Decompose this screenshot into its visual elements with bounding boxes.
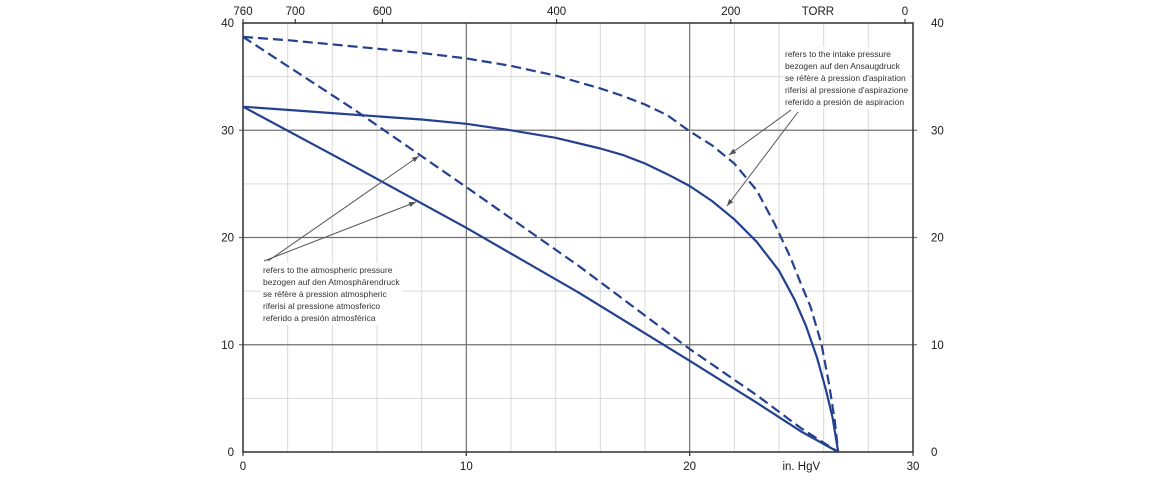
annotation-arrowhead [729, 148, 737, 155]
right-axis-tick-label: 40 [931, 18, 944, 30]
bottom-axis-tick-label: 10 [460, 461, 473, 473]
annotation-arrow-line [728, 109, 792, 156]
top-axis-tick-label: 400 [547, 6, 566, 18]
bottom-axis-tick-label: 30 [907, 461, 920, 473]
top-axis-tick-label: 0 [902, 6, 908, 18]
annotation-arrow-line [263, 201, 417, 262]
annotation-line: bezogen auf den Atmosphärendruck [263, 277, 400, 287]
annotation-line: refers to the atmospheric pressure [263, 265, 393, 275]
annotation-arrow-line [726, 111, 799, 207]
right-axis-tick-label: 0 [931, 447, 937, 459]
right-axis-tick-label: 30 [931, 125, 944, 137]
annotation-arrowhead [411, 156, 419, 163]
bottom-axis-tick-label: 0 [240, 461, 246, 473]
left-axis-tick-label: 0 [228, 447, 234, 459]
annotation-atmospheric-pressure: refers to the atmospheric pressure bezoge… [261, 263, 402, 325]
bottom-axis-tick-label: 20 [683, 461, 696, 473]
annotation-line: se réfère à pression atmospheric [263, 289, 387, 299]
right-axis-tick-label: 20 [931, 233, 944, 245]
top-axis-tick-label: 200 [721, 6, 740, 18]
annotation-line: se réfère à pression d'aspiration [785, 73, 906, 83]
top-axis-tick-label: 600 [373, 6, 392, 18]
annotation-arrowhead [727, 198, 734, 206]
top-axis-tick-label: 760 [233, 6, 252, 18]
left-axis-tick-label: 30 [221, 125, 234, 137]
right-axis-tick-label: 10 [931, 340, 944, 352]
annotation-line: riferisi al pressione atmosferico [263, 301, 381, 311]
bottom-axis-unit-label: in. HgV [782, 461, 820, 473]
annotation-line: riferisi al pressione d'aspirazione [785, 85, 909, 95]
curve-intake-pressure-dashed [242, 35, 840, 453]
annotation-line: referido a presión de aspiracion [785, 97, 905, 107]
annotation-line: referido a presión atmosférica [263, 313, 376, 323]
curve-atmospheric-pressure-dashed [242, 35, 839, 453]
annotation-line: refers to the intake pressure [785, 49, 891, 59]
left-axis-tick-label: 40 [221, 18, 234, 30]
annotation-arrowhead [408, 202, 416, 207]
curve-intake-pressure-solid [242, 105, 840, 453]
top-axis-unit-label: TORR [802, 6, 834, 18]
annotation-line: bezogen auf den Ansaugdruck [785, 61, 900, 71]
annotation-intake-pressure: refers to the intake pressure bezogen auf… [783, 47, 911, 109]
left-axis-tick-label: 20 [221, 233, 234, 245]
curve-atmospheric-pressure-solid [242, 105, 839, 453]
plot-border [242, 22, 914, 453]
annotation-arrow-line [267, 155, 420, 262]
left-axis-tick-label: 10 [221, 340, 234, 352]
top-axis-tick-label: 700 [286, 6, 305, 18]
